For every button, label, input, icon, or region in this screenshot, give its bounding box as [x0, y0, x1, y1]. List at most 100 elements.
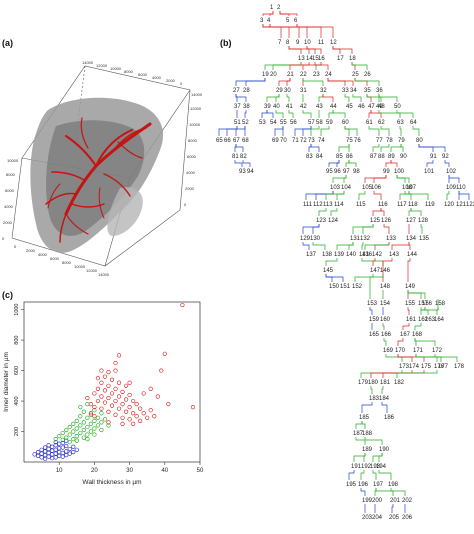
scatter-point-series-1 [67, 432, 72, 437]
scatter-point-series-1 [64, 427, 69, 433]
scatter-point-series-2 [134, 414, 139, 419]
tree-node-label: 48 [378, 104, 385, 110]
tree-node-label: 144 [407, 252, 418, 258]
tree-edge [407, 290, 422, 299]
tree-node-label: 67 [233, 138, 240, 144]
tree-edge [397, 354, 413, 362]
tree-edge [396, 175, 410, 183]
tree-edge [364, 175, 387, 183]
scatter-point-series-0 [50, 444, 55, 449]
tree-edge [325, 274, 333, 282]
tree-node-label: 89 [388, 154, 395, 160]
tree-node-label: 185 [359, 415, 370, 421]
tree-node-label: 201 [390, 498, 401, 504]
plot-frame [23, 301, 201, 463]
tree-node-label: 180 [368, 380, 379, 386]
tree-node-label: 37 [234, 104, 241, 110]
scatter-point-series-1 [92, 432, 97, 437]
y-tick-label: 200 [14, 427, 20, 436]
tick-right-4: 8000 [188, 138, 198, 143]
tree-node-label: 183 [369, 396, 380, 402]
tree-node-label: 206 [402, 515, 413, 521]
tree-edge [244, 110, 247, 118]
tree-edge [296, 24, 322, 38]
scatter-point-series-0 [60, 440, 65, 446]
tree-node-label: 81 [232, 154, 239, 160]
tree-node-label: 172 [432, 348, 443, 354]
tree-node-label: 178 [454, 364, 465, 370]
scatter-point-series-2 [127, 405, 132, 410]
y-tick-label: 600 [14, 366, 20, 375]
tree-edge [332, 46, 341, 54]
tree-node-label: 171 [413, 348, 424, 354]
tree-edge [302, 62, 322, 70]
tree-node-label: 170 [395, 348, 406, 354]
tree-edge [380, 126, 390, 136]
scatter-point-series-1 [99, 420, 104, 425]
scatter-point-series-2 [113, 398, 118, 404]
tree-edge [382, 323, 385, 330]
scatter-point-series-0 [57, 446, 62, 451]
tree-edge [418, 144, 434, 152]
tree-edge [312, 242, 326, 250]
tree-node-label: 168 [412, 332, 423, 338]
tree-node-label: 64 [410, 120, 417, 126]
tree-edge [397, 338, 404, 346]
tree-edge [382, 258, 393, 282]
scatter-point-series-2 [95, 386, 101, 391]
scatter-point-series-2 [92, 391, 97, 396]
tree-edge [370, 370, 413, 378]
tree-node-label: 123 [316, 218, 327, 224]
tree-edge [288, 110, 294, 118]
scatter-point-series-1 [92, 426, 97, 431]
scatter-point-series-1 [74, 418, 79, 423]
tree-edge [302, 224, 320, 234]
tree-edge [391, 504, 394, 513]
tick-left-4: 8000 [6, 172, 16, 177]
tree-node-label: 102 [446, 169, 457, 175]
tree-edge [226, 126, 238, 136]
scatter-point-series-1 [85, 401, 90, 407]
tree-edge [327, 78, 354, 86]
scatter-point-series-2 [85, 395, 90, 401]
tree-edge [269, 11, 274, 16]
tree-node-label: 7 [278, 40, 282, 46]
scatter-point-series-2 [109, 377, 115, 382]
scatter-point-series-1 [53, 437, 58, 442]
tree-node-label: 75 [346, 138, 353, 144]
tree-node-label: 34 [350, 88, 357, 94]
tree-node-label: 150 [329, 284, 340, 290]
tree-node-label: 62 [378, 120, 385, 126]
tree-node-label: 27 [233, 88, 240, 94]
tree-edge [378, 110, 401, 118]
tree-edge [318, 94, 324, 102]
tree-node-label: 11 [318, 40, 325, 46]
tree-edge [402, 323, 410, 330]
tree-edge [355, 421, 363, 429]
tree-edge [372, 258, 376, 266]
scatter-point-series-0 [53, 443, 58, 448]
tree-node-label: 98 [353, 169, 360, 175]
tree-edge [400, 144, 404, 152]
scatter-point-series-0 [43, 449, 48, 454]
scatter-point-series-2 [102, 374, 108, 379]
tick-top-5: 4000 [152, 75, 162, 80]
scatter-point-series-2 [113, 386, 118, 391]
tree-node-label: 57 [308, 120, 315, 126]
tree-edge [328, 110, 334, 118]
tree-edge [383, 224, 390, 234]
tick-bottom-7: 14000 [98, 272, 110, 277]
tree-edges [218, 11, 470, 513]
tree-node-label: 97 [343, 169, 350, 175]
tick-right-6: 12000 [190, 106, 202, 111]
scatter-point-series-2 [102, 400, 108, 405]
tree-node-label: 17 [337, 56, 344, 62]
vessel-3d-render: 14000 12000 10000 8000 6000 4000 2000 0 … [0, 38, 210, 288]
scatter-point-series-1 [88, 421, 93, 427]
tree-node-label: 137 [306, 252, 317, 258]
tree-node-label: 68 [242, 138, 249, 144]
tree-node-label: 16 [318, 56, 325, 62]
tree-edge [235, 78, 266, 86]
scatter-point-series-0 [32, 452, 37, 457]
tree-node-label: 3 [260, 18, 264, 24]
